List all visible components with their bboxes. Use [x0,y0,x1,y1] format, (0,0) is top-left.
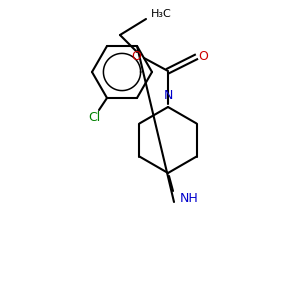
Text: H₃C: H₃C [151,9,172,19]
Text: O: O [131,50,141,62]
Text: NH: NH [180,193,199,206]
Text: Cl: Cl [88,112,100,124]
Text: N: N [163,89,173,102]
Text: O: O [198,50,208,64]
